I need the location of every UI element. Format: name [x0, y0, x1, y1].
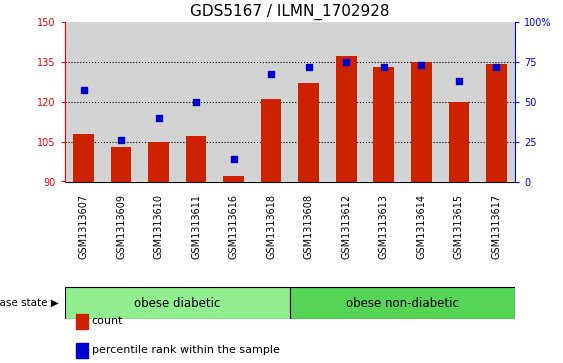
- Bar: [65, 287, 290, 319]
- Bar: [148, 142, 169, 182]
- Bar: [298, 83, 319, 182]
- Bar: [111, 147, 131, 182]
- Point: [229, 156, 238, 162]
- Text: count: count: [92, 316, 123, 326]
- Bar: [290, 287, 515, 319]
- Point: [492, 64, 501, 69]
- Text: GSM1313607: GSM1313607: [78, 194, 88, 259]
- Point: [454, 78, 463, 84]
- Text: obese non-diabetic: obese non-diabetic: [346, 297, 459, 310]
- Bar: [373, 67, 394, 182]
- Text: GSM1313608: GSM1313608: [303, 194, 314, 259]
- Bar: [73, 134, 94, 182]
- Text: percentile rank within the sample: percentile rank within the sample: [92, 345, 280, 355]
- Point: [191, 99, 200, 105]
- Bar: [261, 99, 282, 182]
- Point: [304, 64, 313, 69]
- Title: GDS5167 / ILMN_1702928: GDS5167 / ILMN_1702928: [190, 4, 390, 20]
- Point: [117, 137, 126, 143]
- Bar: [449, 102, 469, 182]
- Bar: [486, 64, 507, 182]
- Text: obese diabetic: obese diabetic: [134, 297, 221, 310]
- Text: GSM1313613: GSM1313613: [379, 194, 389, 259]
- Text: GSM1313614: GSM1313614: [416, 194, 426, 259]
- Text: GSM1313616: GSM1313616: [229, 194, 239, 259]
- Point: [379, 64, 388, 69]
- Text: GSM1313610: GSM1313610: [154, 194, 164, 259]
- Point: [267, 72, 276, 77]
- Point: [342, 59, 351, 65]
- Text: GSM1313611: GSM1313611: [191, 194, 201, 259]
- Text: GSM1313609: GSM1313609: [116, 194, 126, 259]
- Bar: [336, 56, 356, 182]
- Bar: [411, 62, 432, 182]
- Point: [154, 115, 163, 121]
- Text: GSM1313618: GSM1313618: [266, 194, 276, 259]
- Bar: [224, 176, 244, 182]
- Text: GSM1313617: GSM1313617: [491, 194, 502, 259]
- Text: GSM1313612: GSM1313612: [341, 194, 351, 259]
- Point: [79, 87, 88, 93]
- Text: disease state ▶: disease state ▶: [0, 298, 59, 308]
- Bar: [186, 136, 207, 182]
- Text: GSM1313615: GSM1313615: [454, 194, 464, 259]
- Point: [417, 62, 426, 68]
